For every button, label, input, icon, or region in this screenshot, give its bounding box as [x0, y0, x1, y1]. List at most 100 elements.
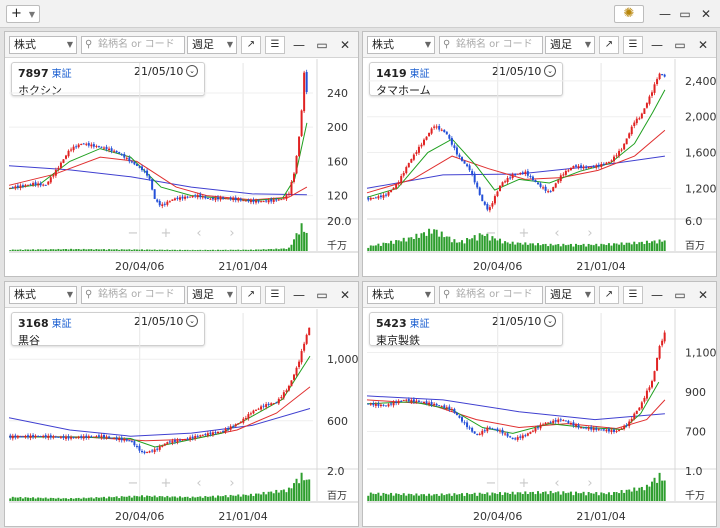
chevron-right-icon[interactable]: › [229, 226, 234, 241]
search-input[interactable]: ⚲ 銘柄名 or コード [81, 36, 185, 54]
volume-bar [476, 240, 479, 251]
search-input[interactable]: ⚲ 銘柄名 or コード [439, 286, 543, 304]
close-icon[interactable]: ✕ [339, 288, 351, 302]
restore-icon[interactable]: ▭ [679, 7, 691, 21]
stock-chart[interactable]: 1,000 600 2.0 百万 20/04/06 21/01/04 − + ‹ › [5, 309, 358, 527]
volume-bar [293, 483, 295, 501]
stock-chart[interactable]: 2,400 2,000 1,600 1,200 6.0 百万 20/04/06 21/01/0… [363, 59, 716, 277]
chevron-left-icon[interactable]: ‹ [196, 226, 201, 241]
close-icon[interactable]: ✕ [697, 38, 709, 52]
restore-icon[interactable]: ▭ [674, 38, 686, 52]
menu-icon[interactable]: ☰ [265, 36, 285, 54]
volume-bar [217, 249, 219, 251]
volume-bar [438, 236, 441, 251]
period-select[interactable]: 週足 ▼ [545, 286, 595, 304]
type-select[interactable]: 株式 ▼ [367, 286, 435, 304]
menu-icon[interactable]: ☰ [623, 286, 643, 304]
close-icon[interactable]: ✕ [700, 7, 712, 21]
zoom-out-icon[interactable]: − [128, 226, 139, 241]
expand-icon[interactable]: ↗ [599, 286, 619, 304]
gear-icon[interactable]: ✺ [614, 5, 644, 23]
restore-icon[interactable]: ▭ [316, 38, 328, 52]
candle-body [158, 201, 161, 206]
volume-bar [531, 243, 534, 251]
volume-bar [70, 498, 73, 501]
close-icon[interactable]: ✕ [339, 38, 351, 52]
minimize-icon[interactable]: — [651, 38, 663, 52]
candle-body [115, 150, 118, 153]
restore-icon[interactable]: ▭ [674, 288, 686, 302]
candle-body [509, 436, 512, 438]
chevron-right-icon[interactable]: › [229, 476, 234, 491]
volume-bar [595, 492, 598, 501]
search-placeholder: 銘柄名 or コード [456, 39, 533, 50]
chevron-down-icon[interactable]: ⌄ [186, 315, 198, 327]
volume-bar [509, 493, 512, 501]
volume-bar [478, 492, 481, 501]
period-select[interactable]: 週足 ▼ [187, 36, 237, 54]
volume-bar [537, 243, 539, 251]
zoom-in-icon[interactable]: + [519, 226, 530, 241]
menu-icon[interactable]: ☰ [623, 36, 643, 54]
zoom-in-icon[interactable]: + [161, 476, 172, 491]
candle-body [387, 404, 390, 407]
volume-bar [163, 249, 166, 251]
y-tick-label: 1,000 [327, 353, 358, 366]
chevron-down-icon[interactable]: ⌄ [186, 65, 198, 77]
search-input[interactable]: ⚲ 銘柄名 or コード [439, 36, 543, 54]
volume-bar [118, 249, 121, 251]
volume-bar [585, 495, 588, 501]
minimize-icon[interactable]: — [293, 288, 305, 302]
close-icon[interactable]: ✕ [697, 288, 709, 302]
period-select[interactable]: 週足 ▼ [545, 36, 595, 54]
candle-body [242, 418, 245, 423]
zoom-in-icon[interactable]: + [519, 476, 530, 491]
search-input[interactable]: ⚲ 銘柄名 or コード [81, 286, 185, 304]
stock-chart[interactable]: 1,100 900 700 1.0 千万 20/04/06 21/01/04 − + ‹ › [363, 309, 716, 527]
chevron-down-icon[interactable]: ⌄ [544, 65, 556, 77]
volume-bar [153, 495, 156, 501]
volume-bar [156, 497, 159, 501]
stock-chart[interactable]: 240 200 160 120 20.0 千万 20/04/06 21/01/04 − + ‹ › [5, 59, 358, 277]
volume-bar [635, 244, 638, 251]
chevron-down-icon[interactable]: ⌄ [544, 315, 556, 327]
candle-body [552, 187, 555, 192]
minimize-icon[interactable]: — [293, 38, 305, 52]
chevron-left-icon[interactable]: ‹ [196, 476, 201, 491]
chevron-right-icon[interactable]: › [587, 226, 592, 241]
volume-bar [516, 492, 519, 501]
candle-body [148, 175, 151, 180]
candle-body [97, 435, 100, 437]
candle-body [562, 420, 565, 422]
restore-icon[interactable]: ▭ [316, 288, 328, 302]
candle-body [265, 404, 268, 408]
candle-body [491, 428, 494, 430]
period-select[interactable]: 週足 ▼ [187, 286, 237, 304]
expand-icon[interactable]: ↗ [599, 36, 619, 54]
candle-body [423, 139, 425, 145]
volume-bar [87, 497, 90, 501]
menu-icon[interactable]: ☰ [265, 286, 285, 304]
volume-bar [70, 248, 73, 251]
zoom-out-icon[interactable]: − [486, 226, 497, 241]
candle-body [206, 433, 209, 436]
expand-icon[interactable]: ↗ [241, 286, 261, 304]
candle-body [529, 176, 532, 178]
chevron-left-icon[interactable]: ‹ [554, 226, 559, 241]
zoom-out-icon[interactable]: − [128, 476, 139, 491]
candle-body [100, 146, 103, 148]
zoom-in-icon[interactable]: + [161, 226, 172, 241]
minimize-icon[interactable]: — [659, 7, 671, 21]
type-select[interactable]: 株式 ▼ [9, 286, 77, 304]
chevron-left-icon[interactable]: ‹ [554, 476, 559, 491]
type-select[interactable]: 株式 ▼ [9, 36, 77, 54]
expand-icon[interactable]: ↗ [241, 36, 261, 54]
type-select[interactable]: 株式 ▼ [367, 36, 435, 54]
chevron-right-icon[interactable]: › [587, 476, 592, 491]
add-panel-button[interactable]: + ▼ [6, 5, 40, 23]
zoom-out-icon[interactable]: − [486, 476, 497, 491]
volume-bar [189, 498, 192, 501]
y-tick-label: 240 [327, 87, 348, 100]
volume-bar [547, 494, 550, 501]
minimize-icon[interactable]: — [651, 288, 663, 302]
